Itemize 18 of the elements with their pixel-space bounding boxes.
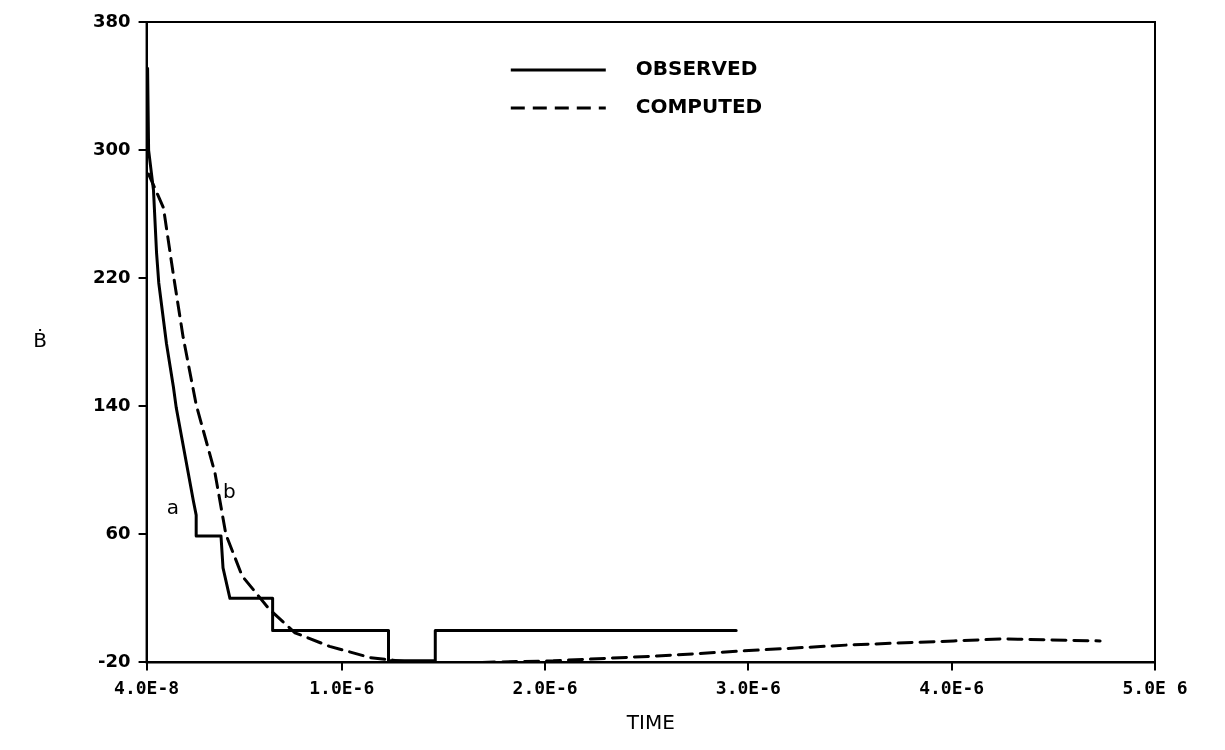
y-tick-label: 380	[93, 9, 131, 31]
y-axis-title: Ḃ	[33, 328, 47, 353]
x-tick-label: 4.0E-6	[919, 676, 985, 698]
y-tick-label: 140	[93, 393, 131, 415]
x-tick-label: 5.0E 6	[1122, 676, 1188, 698]
annotation: a	[166, 494, 179, 519]
legend-label: COMPUTED	[635, 94, 763, 119]
y-tick-label: -20	[98, 650, 131, 672]
annotation: b	[222, 478, 236, 503]
legend-label: OBSERVED	[635, 56, 758, 81]
x-tick-label: 1.0E-6	[309, 676, 375, 698]
y-tick-label: 60	[105, 521, 131, 543]
y-tick-label: 220	[93, 265, 131, 287]
x-tick-label: 4.0E-8	[114, 676, 180, 698]
x-axis-title: TIME	[625, 710, 675, 735]
x-tick-label: 3.0E-6	[715, 676, 781, 698]
y-tick-label: 300	[93, 137, 131, 159]
x-tick-label: 2.0E-6	[512, 676, 578, 698]
